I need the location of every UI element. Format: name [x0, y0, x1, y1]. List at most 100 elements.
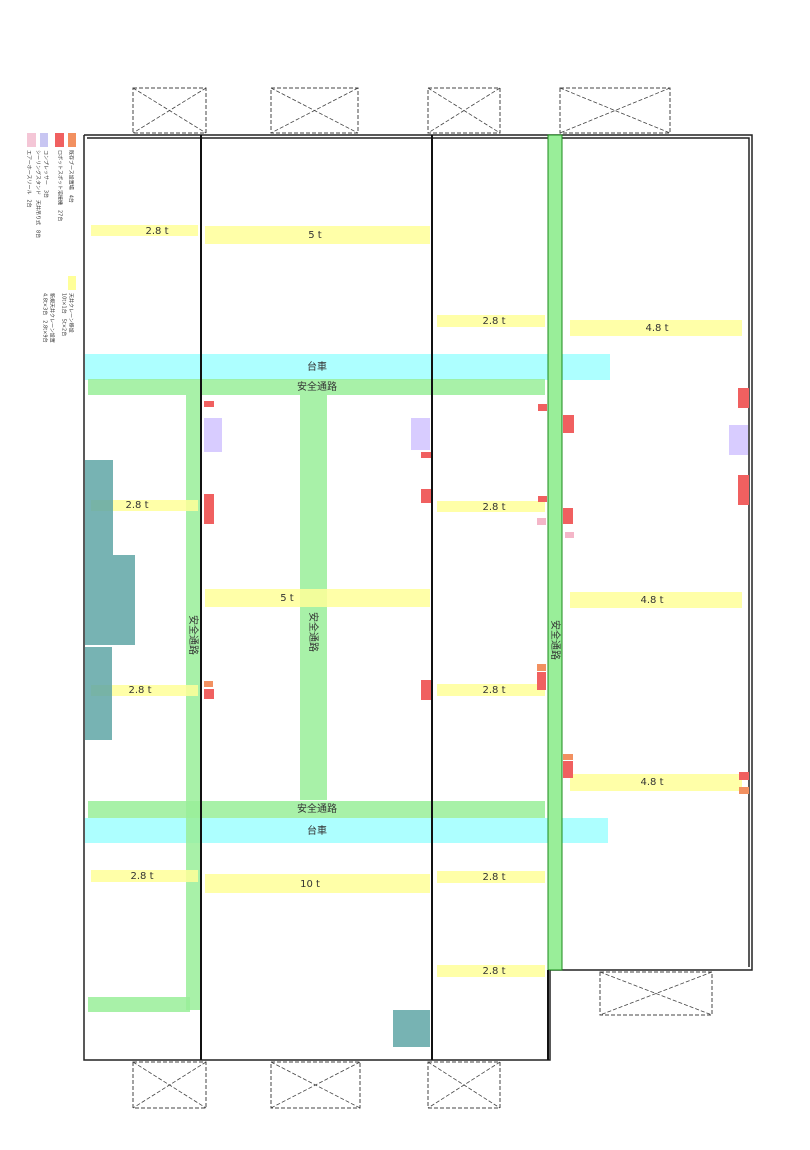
line [132, 87, 207, 134]
shape [132, 87, 207, 134]
shape [559, 87, 671, 134]
shape [563, 761, 573, 778]
crane-label: 2.8 t [125, 500, 148, 511]
shape [599, 971, 713, 1016]
crane-label: 5 t [280, 593, 294, 604]
shape [570, 592, 742, 608]
shape [205, 226, 430, 244]
crane-label: 2.8 t [482, 502, 505, 513]
line [427, 1061, 501, 1109]
shape [270, 1061, 361, 1109]
shape [91, 870, 198, 882]
shape [538, 404, 547, 411]
shape [411, 418, 430, 450]
shape [537, 664, 546, 671]
shape [85, 818, 608, 843]
legend-text: シーリングスタンド 天井吊り式 8台 [35, 150, 42, 238]
shape [186, 395, 201, 1010]
shape [91, 685, 198, 696]
crane-label: 2.8 t [482, 316, 505, 327]
cart-label: 台車 [307, 824, 327, 837]
shape [738, 388, 749, 408]
shape [563, 415, 574, 433]
shape [85, 647, 112, 740]
aisle-label: 安全通路 [297, 802, 337, 815]
crane-label: 4.8 t [640, 595, 663, 606]
shape [204, 494, 214, 524]
shape [437, 501, 545, 512]
shape [538, 496, 547, 502]
shape [427, 87, 501, 134]
cart-label: 台車 [307, 360, 327, 373]
shape [68, 133, 76, 147]
line [599, 971, 713, 1016]
shape [570, 320, 742, 336]
shape [204, 689, 214, 699]
legend-text: 既存ブース設置場 4台 [68, 150, 75, 203]
shape [421, 680, 431, 700]
legend: 既存ブース設置場 4台 ロボットスポット溶接機 27台 コンプレッサー 3台 シ… [26, 133, 76, 343]
line [559, 87, 671, 134]
shape [563, 754, 573, 760]
line [132, 1061, 207, 1109]
shape [421, 489, 431, 503]
shape [437, 315, 545, 327]
legend-text: 10t×1台 5t×2台 [61, 293, 68, 336]
shape [88, 379, 545, 395]
crane-label: 5 t [308, 230, 322, 241]
aisle-label: 安全通路 [549, 620, 562, 660]
shape [88, 997, 190, 1012]
shape [739, 772, 749, 780]
shape [563, 508, 573, 524]
legend-text: ロボットスポット溶接機 27台 [57, 150, 64, 221]
legend-text: 天井クレーン移設 [68, 293, 75, 333]
shape [537, 518, 546, 525]
legend-text: コンプレッサー 3台 [43, 150, 50, 198]
shape [437, 965, 545, 977]
shape [204, 418, 222, 452]
aisle-label: 安全通路 [307, 612, 320, 652]
aisle-label: 安全通路 [297, 380, 337, 393]
shape [421, 452, 431, 458]
shape [85, 460, 113, 555]
shape [85, 555, 135, 645]
shape [204, 401, 214, 407]
shape [85, 354, 610, 380]
shape [738, 475, 749, 505]
shape [205, 589, 430, 607]
shape [204, 681, 213, 687]
shape [729, 425, 748, 455]
element [87, 137, 750, 967]
zones [85, 134, 749, 1047]
aisle-label: 安全通路 [187, 615, 200, 655]
crane-label: 2.8 t [482, 685, 505, 696]
shape [393, 1010, 430, 1047]
crane-label: 2.8 t [482, 872, 505, 883]
line [270, 87, 359, 134]
crane-label: 2.8 t [145, 226, 168, 237]
shape [68, 276, 76, 290]
crane-label: 4.8 t [640, 777, 663, 788]
shape [537, 672, 546, 690]
crane-label: 2.8 t [128, 685, 151, 696]
crane-label: 2.8 t [482, 966, 505, 977]
shape [91, 225, 198, 236]
shape [205, 874, 430, 893]
shape [427, 1061, 501, 1109]
shape [437, 871, 545, 883]
shape [88, 801, 545, 818]
shape [40, 133, 48, 147]
shape [55, 133, 64, 147]
shape [570, 774, 742, 791]
crane-label: 10 t [300, 879, 320, 890]
crane-labels: 2.8 t 5 t 2.8 t 4.8 t 2.8 t 2.8 t 5 t 4.… [125, 226, 668, 977]
line [427, 87, 501, 134]
outside-boxes [132, 87, 713, 1109]
crane-label: 4.8 t [645, 323, 668, 334]
legend-text: エアーホースリール 2台 [26, 150, 33, 208]
shape [270, 87, 359, 134]
structure [83, 87, 753, 1109]
shape [437, 684, 545, 696]
shape [547, 134, 563, 971]
